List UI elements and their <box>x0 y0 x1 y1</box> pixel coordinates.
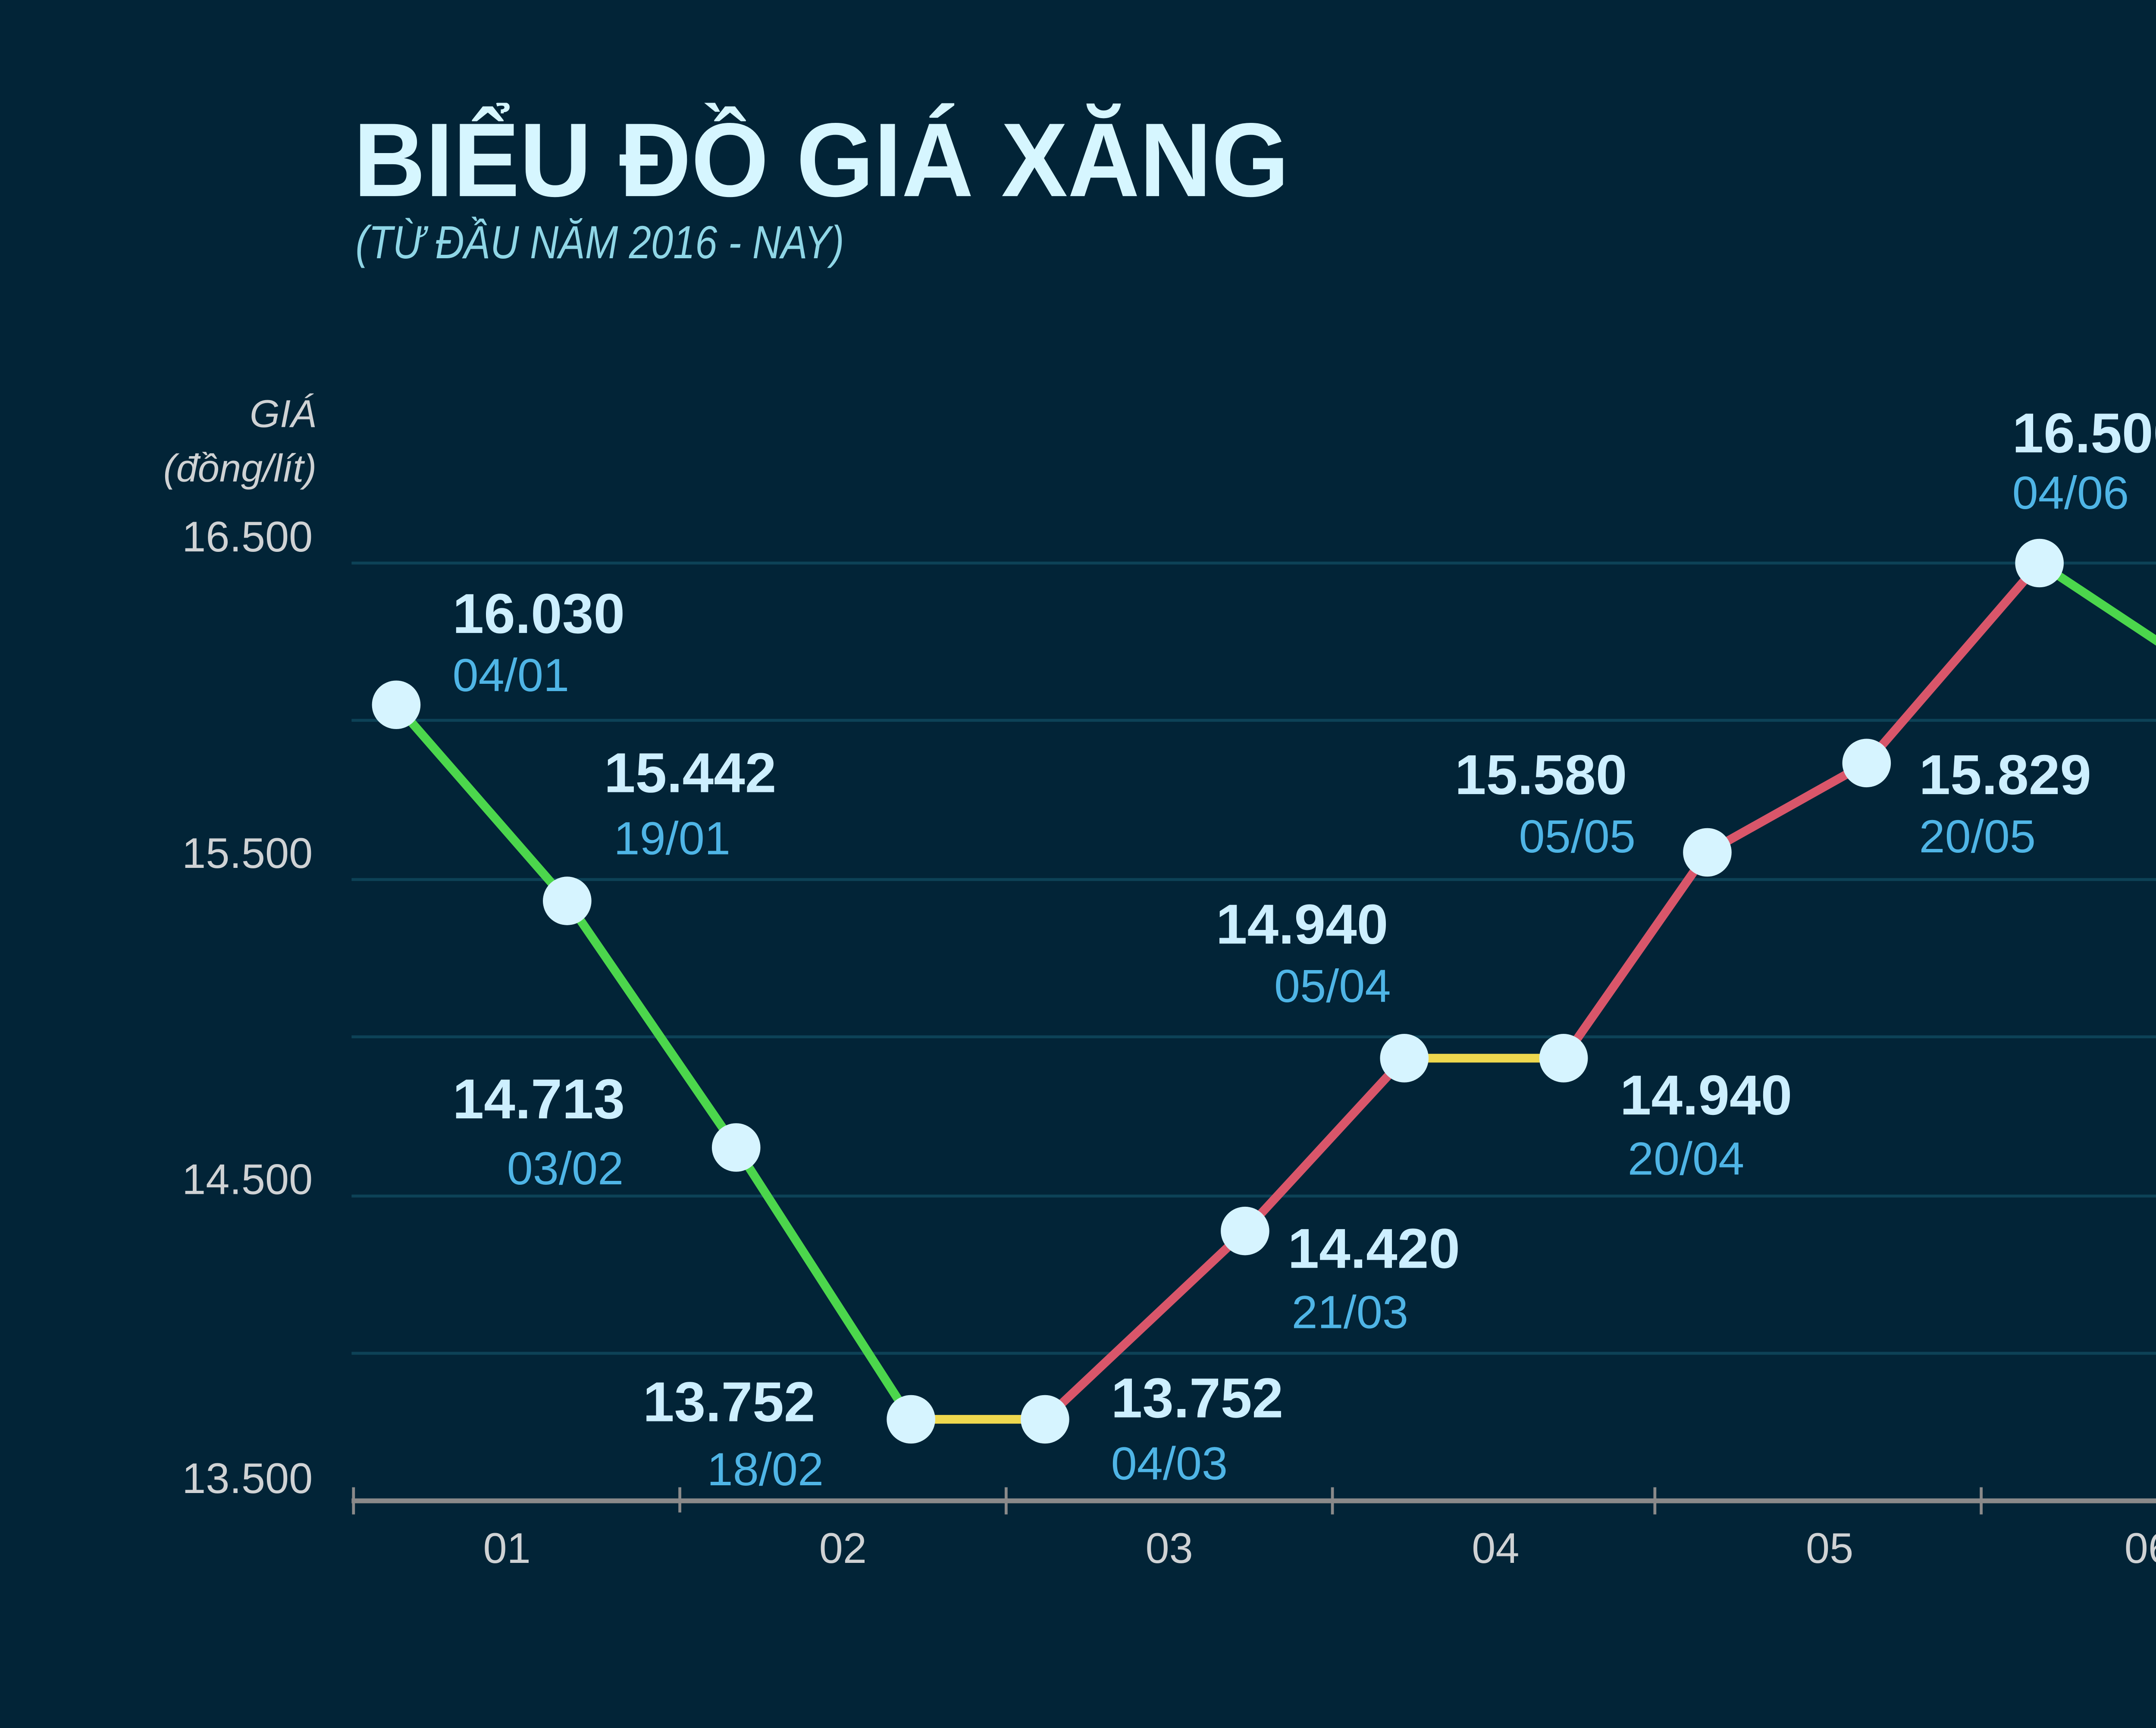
point-value: 16.030 <box>452 584 625 647</box>
point-date: 18/02 <box>707 1444 824 1497</box>
point-date: 03/02 <box>507 1143 624 1196</box>
y-axis-label-line2: (đồng/lít) <box>163 448 317 491</box>
point-date: 05/05 <box>1519 811 1636 864</box>
chart-title: BIỂU ĐỒ GIÁ XĂNG <box>353 103 1289 219</box>
x-tick: 01 <box>483 1524 531 1573</box>
gridlines <box>351 561 2156 1355</box>
point-value: 14.420 <box>1288 1219 1460 1282</box>
point-date: 04/03 <box>1111 1439 1228 1491</box>
point-value: 15.829 <box>1919 745 2092 808</box>
x-tick: 03 <box>1145 1524 1193 1573</box>
point-value: 15.580 <box>1454 745 1627 808</box>
y-tick: 13.500 <box>182 1454 313 1503</box>
y-axis-label-line1: GIÁ <box>250 394 317 437</box>
x-tick: 06 <box>2124 1524 2156 1573</box>
point-date: 05/04 <box>1274 961 1391 1014</box>
point-value: 13.752 <box>642 1372 815 1435</box>
chart-subtitle: (TỪ ĐẦU NĂM 2016 - NAY) <box>355 217 844 270</box>
point-date: 04/06 <box>2012 468 2129 520</box>
point-value: 13.752 <box>1111 1368 1284 1431</box>
point-value: 14.940 <box>1620 1066 1792 1128</box>
x-tick: 02 <box>819 1524 867 1573</box>
x-tick: 05 <box>1806 1524 1854 1573</box>
y-tick: 14.500 <box>182 1155 313 1204</box>
point-value: 14.713 <box>452 1070 625 1132</box>
data-points <box>372 538 2064 1444</box>
point-date: 19/01 <box>614 813 730 866</box>
point-date: 20/05 <box>1919 811 2036 864</box>
point-value: 14.940 <box>1216 895 1388 958</box>
point-value: 15.442 <box>604 743 777 806</box>
y-axis-label: GIÁ (đồng/lít) <box>163 388 317 497</box>
point-date: 20/04 <box>1627 1133 1745 1186</box>
point-value: 16.500 <box>2012 404 2156 466</box>
point-date: 21/03 <box>1291 1287 1409 1340</box>
x-tick: 04 <box>1472 1524 1520 1573</box>
y-tick: 15.500 <box>182 829 313 878</box>
point-date: 04/01 <box>452 650 570 703</box>
x-axis-line <box>351 1487 2156 1515</box>
y-tick: 16.500 <box>182 512 313 561</box>
